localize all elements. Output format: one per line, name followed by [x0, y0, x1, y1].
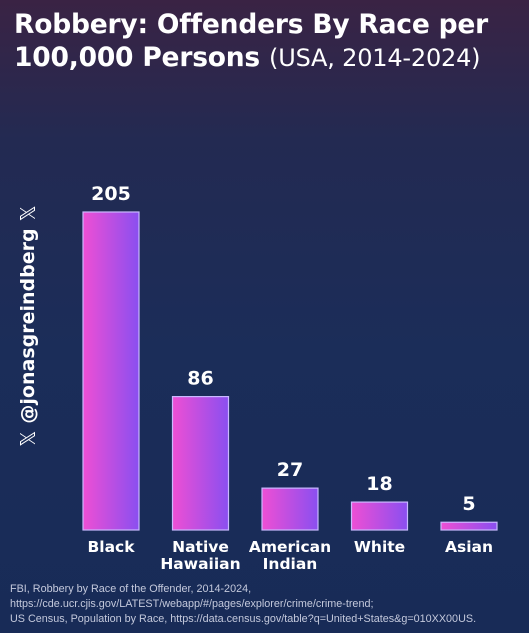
bar-native-hawaiian [171, 395, 230, 531]
title-main: Robbery: Offenders By Race per 100,000 P… [14, 9, 489, 73]
category-label: American Indian [249, 538, 331, 573]
category-label: White [354, 538, 405, 556]
value-label: 86 [187, 368, 213, 390]
category-label: Native Hawaiian [160, 538, 240, 573]
value-label: 18 [366, 473, 392, 495]
title-subtitle: (USA, 2014-2024) [269, 44, 481, 72]
source-line: FBI, Robbery by Race of the Offender, 20… [10, 583, 252, 595]
value-label: 5 [462, 493, 475, 515]
bar-asian [440, 521, 498, 531]
value-label: 27 [277, 459, 303, 481]
bar-white [350, 501, 409, 531]
source-note: FBI, Robbery by Race of the Offender, 20… [10, 582, 525, 627]
chart-title: Robbery: Offenders By Race per 100,000 P… [14, 8, 519, 75]
bar-american-indian [261, 487, 319, 531]
category-label: Black [87, 538, 135, 556]
source-line: US Census, Population by Race, https://d… [10, 613, 477, 625]
value-label: 205 [91, 183, 131, 205]
category-label: Asian [445, 538, 493, 556]
bar-black [82, 211, 140, 531]
source-line: https://cde.ucr.cjis.gov/LATEST/webapp/#… [10, 598, 374, 610]
